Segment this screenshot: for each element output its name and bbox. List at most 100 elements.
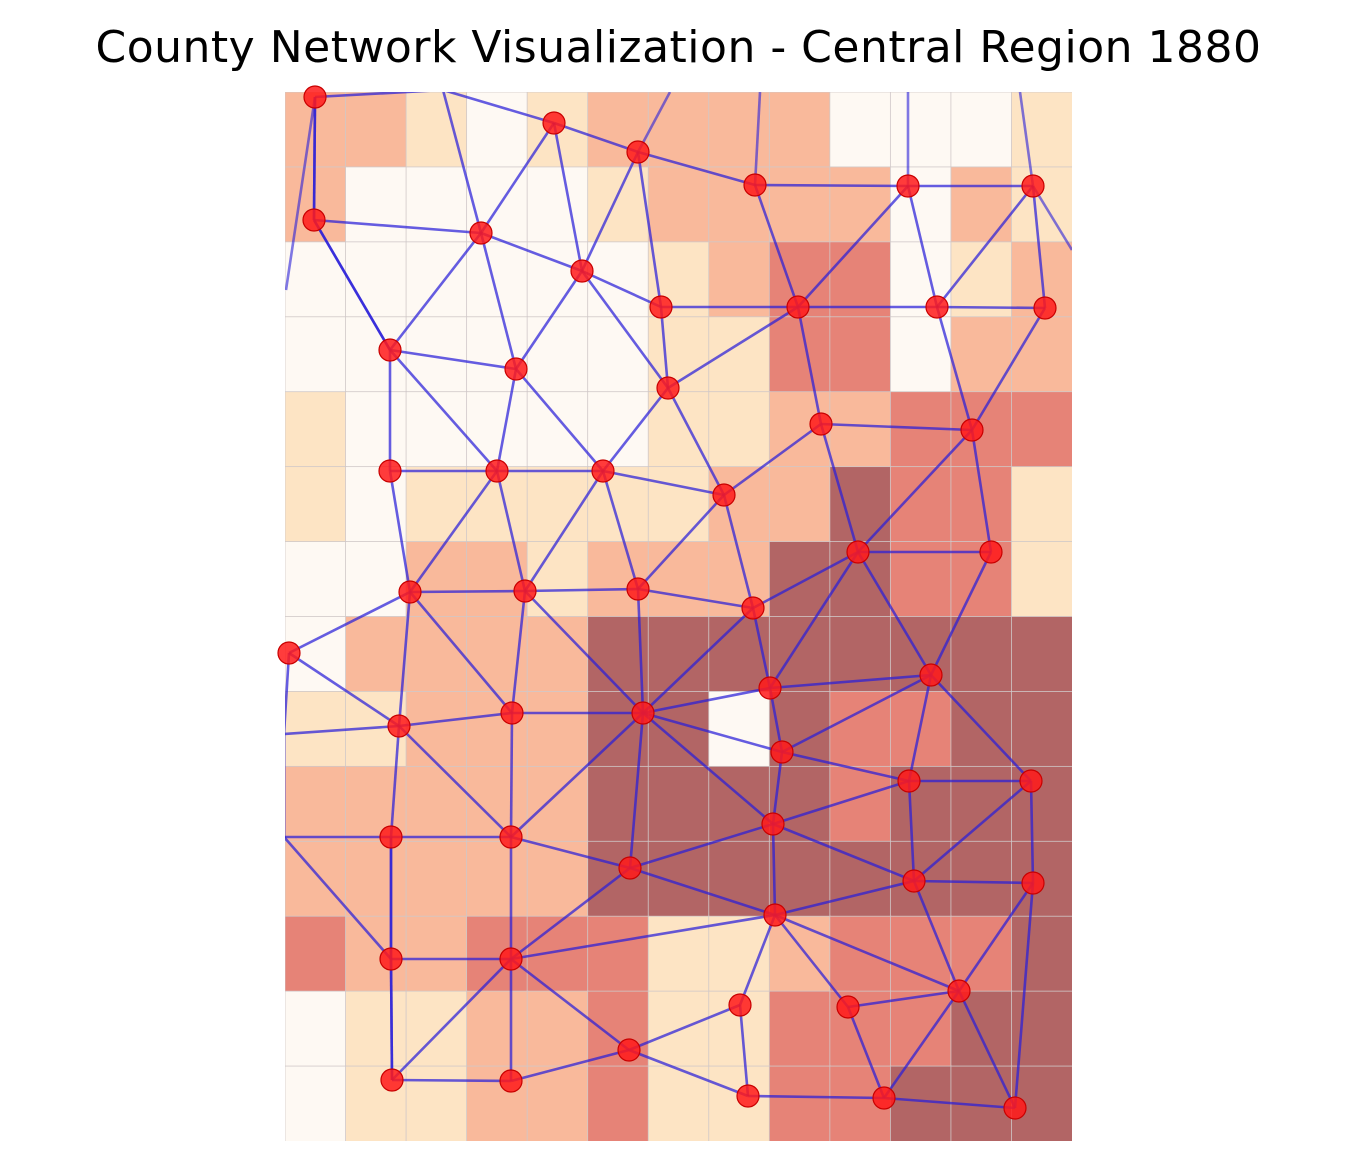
county-cell — [405, 616, 468, 693]
county-cell — [526, 316, 589, 393]
network-edge — [515, 368, 604, 472]
network-edge — [970, 429, 993, 553]
network-edge — [882, 990, 961, 1099]
county-node — [302, 208, 326, 232]
network-edge — [907, 780, 916, 882]
county-cell — [405, 915, 468, 993]
network-edge — [738, 1004, 750, 1097]
county-cell — [345, 166, 408, 243]
county-node — [736, 1084, 760, 1108]
county-cell — [526, 765, 589, 843]
network-edge — [772, 822, 915, 883]
county-cell — [708, 391, 771, 468]
network-edge — [408, 470, 499, 593]
network-edge — [768, 551, 860, 689]
network-edge — [580, 151, 640, 272]
county-cell — [405, 92, 468, 168]
county-cell — [466, 691, 529, 768]
network-edge — [602, 469, 725, 497]
network-edge — [847, 989, 960, 1009]
network-edge — [935, 306, 974, 431]
network-edge — [1018, 92, 1035, 187]
network-edge — [913, 780, 1032, 882]
network-edge — [769, 673, 932, 690]
network-edge — [398, 711, 513, 728]
county-cell — [647, 1065, 710, 1141]
county-cell — [587, 166, 650, 243]
county-cell — [526, 541, 589, 618]
county-cell — [526, 616, 589, 693]
network-edge — [751, 607, 772, 689]
county-cell — [889, 541, 952, 618]
county-cell — [950, 92, 1013, 168]
network-edge — [389, 725, 401, 838]
network-edge — [288, 651, 400, 728]
network-edge — [772, 779, 910, 826]
network-edge — [773, 914, 850, 1008]
county-cell — [405, 466, 468, 543]
network-edge — [637, 587, 754, 610]
county-cell — [345, 241, 408, 318]
network-edge — [907, 674, 933, 782]
network-edge — [667, 305, 799, 390]
county-node — [902, 869, 926, 893]
county-node — [1003, 1096, 1027, 1120]
county-choropleth-layer — [285, 92, 1072, 1141]
network-edge — [510, 590, 527, 714]
county-cell — [345, 541, 408, 618]
network-edge — [637, 494, 725, 590]
county-cell — [285, 1065, 347, 1141]
county-cell — [768, 166, 831, 243]
county-cell — [950, 990, 1013, 1068]
county-cell — [768, 92, 831, 168]
network-edge — [1031, 185, 1072, 251]
county-cell — [950, 840, 1013, 918]
county-node — [770, 740, 794, 764]
map-title: County Network Visualization - Central R… — [95, 22, 1262, 73]
county-cell — [950, 616, 1013, 693]
county-node — [1021, 174, 1045, 198]
county-node — [1019, 769, 1043, 793]
county-node — [947, 979, 971, 1003]
network-edge — [771, 823, 777, 916]
network-edge — [509, 712, 514, 838]
network-edge — [581, 269, 662, 309]
county-node — [379, 947, 403, 971]
county-cell — [950, 466, 1013, 543]
county-node — [499, 1069, 523, 1093]
county-node — [591, 459, 615, 483]
county-cell — [466, 316, 529, 393]
county-node — [626, 140, 650, 164]
network-nodes-layer — [277, 85, 1057, 1120]
network-edge — [846, 1006, 886, 1099]
network-edge — [510, 957, 630, 1052]
county-node — [504, 357, 528, 381]
network-edge — [313, 218, 482, 235]
county-node — [631, 701, 655, 725]
county-cell — [647, 765, 710, 843]
county-node — [656, 376, 680, 400]
county-node — [303, 85, 327, 109]
network-edge — [389, 349, 498, 472]
county-node — [786, 295, 810, 319]
network-edge — [524, 590, 644, 714]
network-edge — [642, 686, 771, 715]
county-cell — [345, 391, 408, 468]
network-edge — [510, 712, 644, 838]
county-cell — [1011, 616, 1072, 693]
county-cell — [829, 840, 892, 918]
county-cell — [1011, 166, 1072, 243]
county-cell — [345, 92, 408, 168]
county-cell — [526, 1065, 589, 1141]
network-edge — [774, 879, 915, 917]
county-cell — [466, 241, 529, 318]
county-cell — [708, 840, 771, 918]
county-node — [378, 459, 402, 483]
county-node — [728, 993, 752, 1017]
county-cell — [285, 765, 347, 843]
county-cell — [889, 990, 952, 1068]
network-edge — [636, 588, 645, 714]
county-cell — [526, 166, 589, 243]
county-cell — [466, 541, 529, 618]
